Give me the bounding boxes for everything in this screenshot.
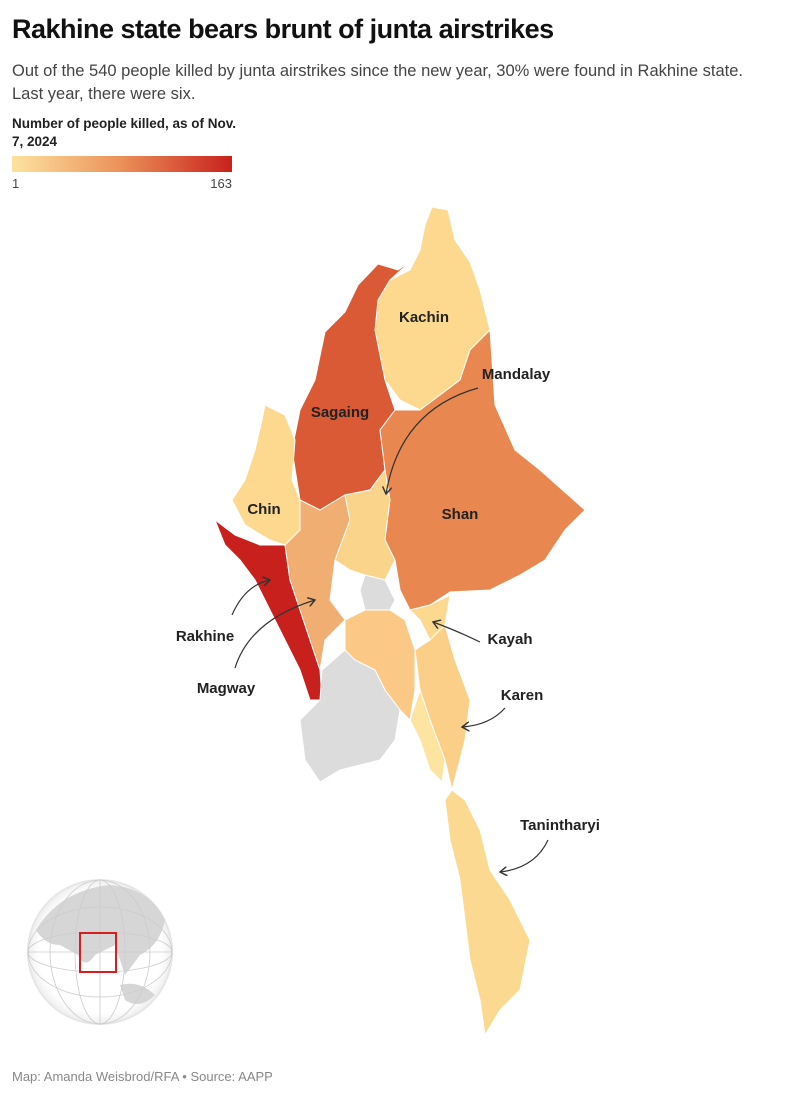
region-label-magway: Magway [197, 680, 256, 697]
label-arrow-kayah [433, 622, 481, 643]
region-label-sagaing: Sagaing [311, 404, 369, 421]
region-label-shan: Shan [442, 506, 479, 523]
region-ayeyarwady [299, 649, 401, 783]
chart-title: Rakhine state bears brunt of junta airst… [12, 14, 554, 44]
label-arrow-tanintharyi [500, 839, 549, 872]
region-label-tanintharyi: Tanintharyi [520, 817, 600, 834]
region-label-rakhine: Rakhine [176, 628, 234, 645]
region-tanintharyi [444, 789, 531, 1037]
label-arrow-mandalay [386, 387, 479, 494]
region-mon [409, 688, 446, 784]
chart-subtitle: Out of the 540 people killed by junta ai… [12, 62, 744, 103]
legend-title: Number of people killed, as of Nov. 7, 2… [12, 116, 237, 149]
credits-footer: Map: Amanda Weisbrod/RFA • Source: AAPP [12, 1069, 273, 1084]
region-shan [379, 328, 586, 611]
region-chin [231, 404, 301, 546]
region-label-kachin: Kachin [399, 309, 449, 326]
region-label-kayah: Kayah [487, 631, 532, 648]
region-label-karen: Karen [501, 687, 544, 704]
label-arrow-karen [462, 707, 506, 727]
region-label-mandalay: Mandalay [482, 366, 551, 383]
locator-highlight-box [79, 932, 117, 973]
label-arrow-magway [234, 600, 315, 669]
legend-min-label: 1 [12, 176, 20, 191]
legend-gradient-bar [12, 156, 232, 172]
region-mandalay [334, 468, 396, 581]
locator-globe [27, 879, 173, 1025]
region-naypyitaw [359, 574, 396, 611]
label-arrow-rakhine [231, 580, 270, 616]
region-label-chin: Chin [247, 501, 280, 518]
legend-max-label: 163 [210, 176, 232, 191]
